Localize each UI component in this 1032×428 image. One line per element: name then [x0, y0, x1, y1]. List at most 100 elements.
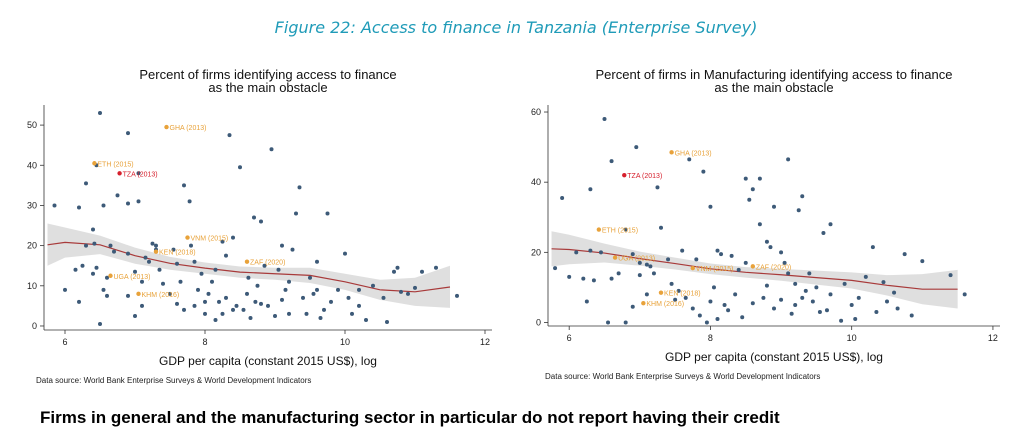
data-point [747, 197, 752, 202]
data-point [280, 243, 284, 248]
data-point [757, 176, 762, 181]
data-point [80, 263, 85, 268]
data-point [246, 275, 251, 280]
x-tick-label: 12 [988, 333, 998, 343]
data-point [743, 260, 748, 265]
data-point [189, 243, 193, 248]
data-point [371, 283, 375, 288]
data-point [213, 317, 218, 322]
data-point [269, 147, 274, 152]
highlight-point [669, 150, 674, 155]
x-tick-label: 6 [62, 337, 67, 347]
data-point [630, 252, 635, 257]
data-point [101, 203, 106, 208]
point-label: KHM (2016) [142, 292, 180, 299]
chart-panel-right: Percent of firms in Manufacturing identi… [518, 58, 1018, 388]
data-point [171, 247, 176, 252]
data-point [140, 279, 144, 284]
data-point [140, 303, 144, 308]
data-point [729, 253, 734, 258]
data-point [800, 295, 805, 300]
data-point [203, 299, 207, 304]
data-point [690, 306, 695, 311]
data-point [199, 271, 204, 276]
data-point [294, 211, 298, 216]
data-point [220, 311, 225, 316]
data-source-right: Data source: World Bank Enterprise Surve… [545, 372, 821, 381]
y-tick-label: 50 [27, 120, 37, 130]
data-point [644, 292, 649, 297]
data-point [133, 313, 137, 318]
point-label: ZAF (2020) [250, 260, 285, 267]
fit-line [47, 241, 451, 293]
data-point [346, 295, 351, 300]
x-tick-label: 10 [340, 337, 350, 347]
x-tick-label: 10 [847, 333, 857, 343]
x-tick-label: 6 [567, 333, 572, 343]
data-point [105, 275, 109, 280]
data-point [623, 320, 628, 325]
data-point [304, 311, 309, 316]
data-point [574, 250, 579, 255]
data-point [602, 117, 607, 122]
y-tick-label: 60 [531, 107, 541, 117]
x-tick-label: 8 [202, 337, 207, 347]
chart-title-line: Percent of firms identifying access to f… [139, 67, 396, 82]
data-point [329, 299, 333, 304]
data-point [220, 239, 225, 244]
data-point [814, 285, 819, 290]
data-point [609, 276, 614, 281]
data-point [98, 321, 102, 326]
highlight-point [612, 255, 618, 260]
data-point [779, 297, 784, 302]
point-label: KEN (2018) [159, 250, 196, 257]
caption-text: Firms in general and the manufacturing s… [40, 408, 780, 427]
data-point [803, 288, 808, 293]
data-point [786, 271, 791, 276]
data-point [637, 273, 642, 278]
data-point [231, 235, 235, 240]
data-point [84, 181, 88, 186]
data-point [666, 257, 671, 262]
data-point [817, 309, 822, 314]
data-point [895, 306, 900, 311]
y-tick-label: 20 [531, 247, 541, 257]
data-point [680, 248, 685, 253]
y-tick-label: 40 [27, 160, 37, 170]
data-point [266, 303, 270, 308]
data-point [824, 308, 829, 313]
data-point [92, 241, 97, 246]
data-point [126, 131, 130, 136]
highlight-point [153, 249, 159, 254]
y-tick-label: 10 [27, 281, 37, 291]
data-point [630, 304, 635, 309]
data-point [764, 239, 769, 244]
data-point [726, 308, 731, 313]
data-point [782, 260, 787, 265]
point-label: KEN (2018) [664, 291, 701, 298]
data-point [588, 187, 593, 192]
highlight-point [108, 273, 113, 278]
y-tick-label: 0 [32, 321, 37, 331]
data-point [711, 285, 716, 290]
data-point [392, 269, 396, 274]
data-point [673, 297, 678, 302]
data-point [591, 278, 596, 283]
data-point [634, 145, 639, 150]
data-point [455, 293, 459, 298]
data-point [280, 297, 284, 302]
data-point [248, 315, 253, 320]
data-point [637, 260, 642, 265]
data-point [196, 287, 200, 292]
data-point [245, 291, 249, 296]
x-tick-label: 8 [708, 333, 713, 343]
data-point [849, 302, 854, 307]
data-point [434, 265, 438, 270]
data-point [276, 267, 281, 272]
data-point [126, 293, 130, 298]
highlight-point [185, 235, 190, 240]
data-point [105, 293, 109, 298]
highlight-point [136, 291, 141, 297]
data-point [800, 194, 805, 199]
data-point [77, 299, 81, 304]
